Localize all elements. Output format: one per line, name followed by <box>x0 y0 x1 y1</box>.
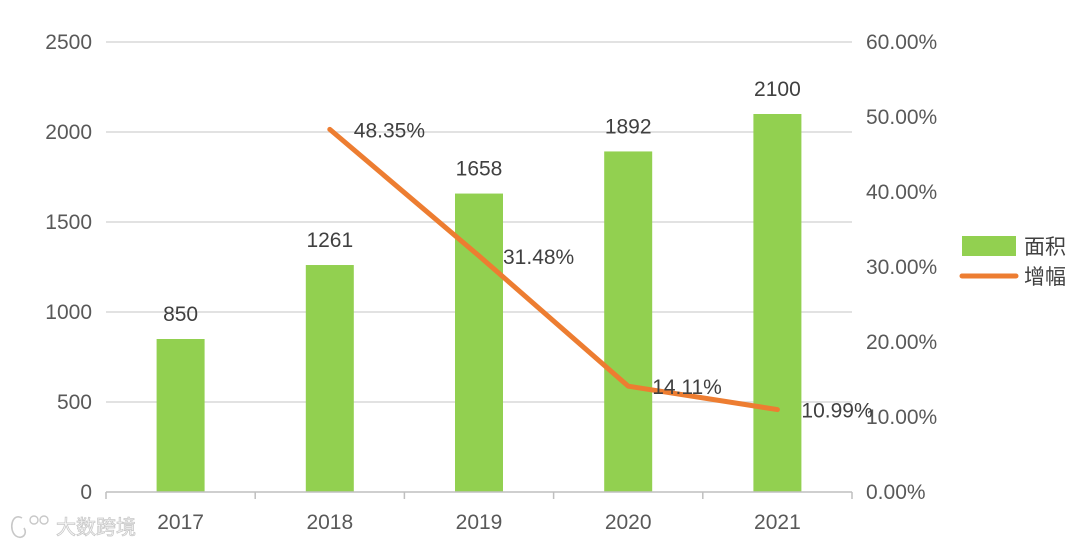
logo-dot <box>29 515 39 525</box>
right-tick-label: 50.00% <box>866 106 937 129</box>
watermark: 大数跨境 <box>10 515 136 539</box>
line-series <box>327 126 780 413</box>
bar-data-label: 1892 <box>605 115 652 138</box>
legend-label-line: 增幅 <box>1024 266 1066 289</box>
line-data-label: 31.48% <box>503 246 574 269</box>
bar <box>753 114 802 492</box>
bar-data-label: 2100 <box>754 78 801 101</box>
watermark-text: 大数跨境 <box>56 516 136 539</box>
left-axis-ticks: 0 500 1000 1500 2000 2500 <box>45 31 92 504</box>
bar <box>305 265 354 492</box>
right-tick-label: 20.00% <box>866 331 937 354</box>
right-tick-label: 60.00% <box>866 31 937 54</box>
legend-swatch-bar <box>962 236 1016 256</box>
right-axis-ticks: 0.00% 10.00% 20.00% 30.00% 40.00% 50.00% 60.00… <box>866 31 937 504</box>
line-data-label: 14.11% <box>652 376 722 399</box>
line-data-label: 10.99% <box>801 400 872 423</box>
right-tick-label: 40.00% <box>866 181 937 204</box>
legend-label-bar: 面积 <box>1024 236 1066 259</box>
x-tick-label: 2017 <box>157 511 204 534</box>
right-tick-label: 0.00% <box>866 481 926 504</box>
bar <box>455 193 503 492</box>
left-tick-label: 0 <box>80 481 92 504</box>
logo-icon <box>10 515 49 539</box>
bar-data-label: 850 <box>163 303 198 326</box>
bar-data-labels: 850 1261 1658 1892 2100 <box>163 78 801 326</box>
x-axis: 2017 2018 2019 2020 2021 <box>105 491 853 534</box>
logo-swirl <box>10 516 27 539</box>
x-tick-label: 2021 <box>754 511 801 534</box>
x-tick-label: 2019 <box>456 511 503 534</box>
bar-data-label: 1658 <box>456 158 503 181</box>
bar <box>604 151 653 492</box>
left-tick-label: 1500 <box>45 211 92 234</box>
left-tick-label: 2000 <box>45 121 92 144</box>
right-tick-label: 10.00% <box>866 406 937 429</box>
left-tick-label: 500 <box>57 391 92 414</box>
growth-line <box>327 126 780 413</box>
bar <box>156 339 205 492</box>
logo-dot <box>39 515 49 525</box>
left-tick-label: 2500 <box>45 31 92 54</box>
line-data-labels: 48.35% 31.48% 14.11% 10.99% <box>354 119 873 422</box>
x-tick-label: 2018 <box>306 511 353 534</box>
left-tick-label: 1000 <box>45 301 92 324</box>
right-tick-label: 30.00% <box>866 256 937 279</box>
x-tick-label: 2020 <box>605 511 652 534</box>
bar-data-label: 1261 <box>306 229 353 252</box>
line-data-label: 48.35% <box>354 119 425 142</box>
